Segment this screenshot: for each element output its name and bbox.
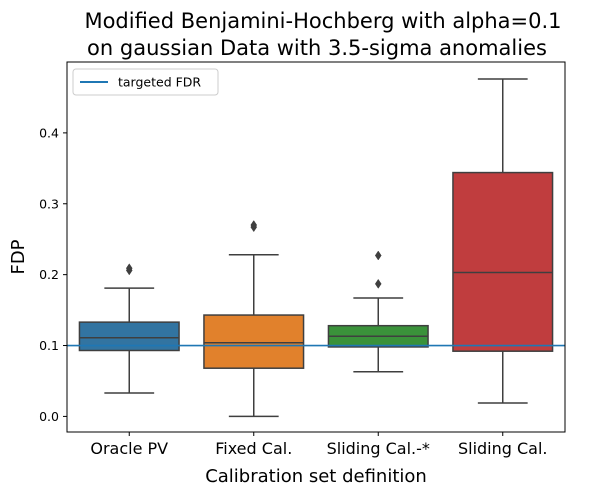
outlier-1-1	[250, 220, 258, 230]
box-3	[452, 171, 554, 352]
outlier-2-1	[374, 250, 382, 261]
chart-title-line-1: Modified Benjamini-Hochberg with alpha=0…	[84, 9, 561, 33]
x-tick-label-2: Sliding Cal.-*	[327, 439, 430, 458]
chart-title: Modified Benjamini-Hochberg with alpha=0…	[84, 9, 561, 60]
y-tick-label-1: 0.1	[39, 338, 59, 353]
box-1	[203, 314, 305, 369]
plot-area: 0.0 0.1 0.2 0.3 0.4 Oracle PV Fixed Cal. Slidin…	[39, 61, 566, 458]
legend-label-targeted-fdr: targeted FDR	[118, 75, 201, 90]
plot-frame	[66, 61, 566, 433]
legend: targeted FDR	[72, 68, 219, 96]
outlier-2-0	[374, 278, 382, 289]
y-axis-label: FDP	[8, 239, 29, 274]
chart-title-line-2: on gaussian Data with 3.5-sigma anomalie…	[87, 36, 547, 60]
y-tick-label-0: 0.0	[39, 409, 59, 424]
x-tick-label-3: Sliding Cal.	[458, 439, 548, 458]
y-tick-label-2: 0.2	[39, 267, 59, 282]
x-tick-label-0: Oracle PV	[90, 439, 168, 458]
y-tick-label-3: 0.3	[39, 196, 59, 211]
x-axis-label: Calibration set definition	[205, 466, 427, 487]
y-axis-title: FDP	[8, 239, 29, 274]
x-tick-label-1: Fixed Cal.	[215, 439, 292, 458]
outlier-0-1	[125, 263, 133, 274]
legend-box	[72, 68, 219, 96]
y-tick-label-4: 0.4	[39, 125, 59, 140]
